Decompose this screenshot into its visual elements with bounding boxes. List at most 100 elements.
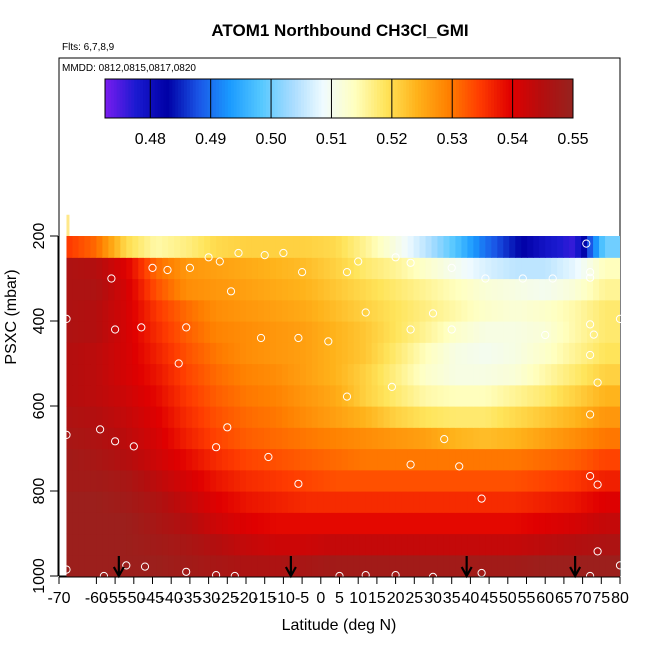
x-tick-label: 25 — [405, 590, 423, 607]
heatmap-cell — [66, 299, 74, 322]
heatmap-cell — [72, 384, 80, 407]
flight-point — [586, 320, 595, 329]
heatmap-cell — [126, 236, 133, 258]
heatmap-cell — [66, 448, 74, 471]
heatmap-cell — [329, 257, 337, 280]
x-tick-label: -30 — [197, 590, 220, 607]
heatmap-cell — [467, 406, 474, 428]
heatmap-cell — [132, 448, 139, 471]
heatmap-cell — [138, 427, 145, 450]
colorbar-swatch — [140, 79, 144, 118]
x-tick-label: 50 — [499, 590, 517, 607]
heatmap-cell — [557, 533, 564, 556]
heatmap-cell — [455, 363, 463, 386]
heatmap-cell — [479, 257, 486, 280]
heatmap-cell — [216, 321, 223, 343]
heatmap-cell — [587, 469, 594, 492]
heatmap-cell — [359, 236, 367, 258]
heatmap-cell — [599, 257, 606, 280]
heatmap-cell — [96, 554, 103, 577]
heatmap-cell — [473, 533, 480, 556]
heatmap-cell — [473, 321, 480, 343]
heatmap-cell — [401, 257, 409, 280]
heatmap-cell — [569, 384, 576, 407]
heatmap-cell — [281, 384, 289, 407]
heatmap-cell — [156, 469, 163, 492]
heatmap-cell — [240, 554, 247, 577]
heatmap-cell — [186, 533, 193, 556]
heatmap-cell — [551, 469, 558, 492]
heatmap-cell — [138, 236, 145, 258]
heatmap-cell — [311, 406, 319, 428]
heatmap-cell — [222, 469, 229, 492]
heatmap-cell — [144, 321, 151, 343]
heatmap-cell — [353, 448, 361, 471]
heatmap-cell — [443, 342, 451, 365]
colorbar-swatch — [265, 79, 270, 118]
heatmap-cell — [395, 342, 403, 365]
heatmap-cell — [186, 406, 193, 428]
heatmap-cell — [587, 278, 594, 301]
heatmap-cell — [581, 469, 588, 492]
heatmap-cell — [329, 512, 337, 535]
heatmap-cell — [455, 554, 463, 577]
heatmap-cell — [216, 491, 223, 513]
heatmap-cell — [491, 533, 498, 556]
heatmap-cell — [527, 236, 534, 258]
heatmap-cell — [551, 554, 558, 577]
heatmap-cell — [557, 427, 564, 450]
heatmap-cell — [240, 406, 247, 428]
heatmap-cell — [234, 406, 241, 428]
heatmap-cell — [299, 554, 307, 577]
flight-point — [62, 314, 71, 323]
heatmap-cell — [353, 533, 361, 556]
heatmap-cell — [126, 448, 133, 471]
x-tick-label: 10 — [349, 590, 367, 607]
heatmap-cell — [497, 342, 504, 365]
colorbar-swatch — [110, 79, 115, 118]
heatmap-cell — [497, 469, 504, 492]
x-tick-label: 75 — [592, 590, 610, 607]
heatmap-cell — [563, 469, 570, 492]
heatmap-cell — [120, 236, 127, 258]
heatmap-cell — [485, 491, 492, 513]
heatmap-cell — [186, 342, 193, 365]
heatmap-cell — [132, 236, 139, 258]
colorbar-swatch — [292, 79, 296, 118]
heatmap-cell — [180, 363, 187, 386]
y-tick-label: 400 — [31, 308, 48, 335]
heatmap-cell — [293, 512, 301, 535]
heatmap-cell — [365, 236, 373, 258]
heatmap-cell — [210, 554, 217, 577]
colorbar-swatch — [435, 79, 439, 118]
heatmap-cell — [473, 512, 480, 535]
heatmap-cell — [263, 342, 271, 365]
heatmap-cell — [551, 363, 558, 386]
heatmap-cell — [359, 278, 367, 301]
arrow-marker — [460, 556, 473, 579]
colorbar-swatch — [172, 79, 176, 118]
heatmap-cell — [305, 278, 313, 301]
flight-point — [455, 462, 464, 471]
colorbar-swatch — [514, 79, 518, 118]
heatmap-cell — [263, 554, 271, 577]
heatmap-cell — [299, 427, 307, 450]
heatmap-cell — [156, 512, 163, 535]
colorbar-swatch — [274, 79, 279, 118]
heatmap-cell — [317, 321, 325, 343]
heatmap-cell — [569, 448, 576, 471]
heatmap-cell — [377, 299, 385, 322]
heatmap-cell — [102, 236, 109, 258]
heatmap-cell — [377, 236, 385, 258]
heatmap-cell — [114, 554, 121, 577]
heatmap-cell — [527, 278, 534, 301]
heatmap-cell — [335, 342, 343, 365]
heatmap-cell — [299, 533, 307, 556]
heatmap-cell — [323, 299, 331, 322]
heatmap-cell — [323, 491, 331, 513]
heatmap-cell — [299, 448, 307, 471]
heatmap-cell — [413, 469, 421, 492]
heatmap-cell — [228, 257, 235, 280]
heatmap-cell — [389, 321, 397, 343]
